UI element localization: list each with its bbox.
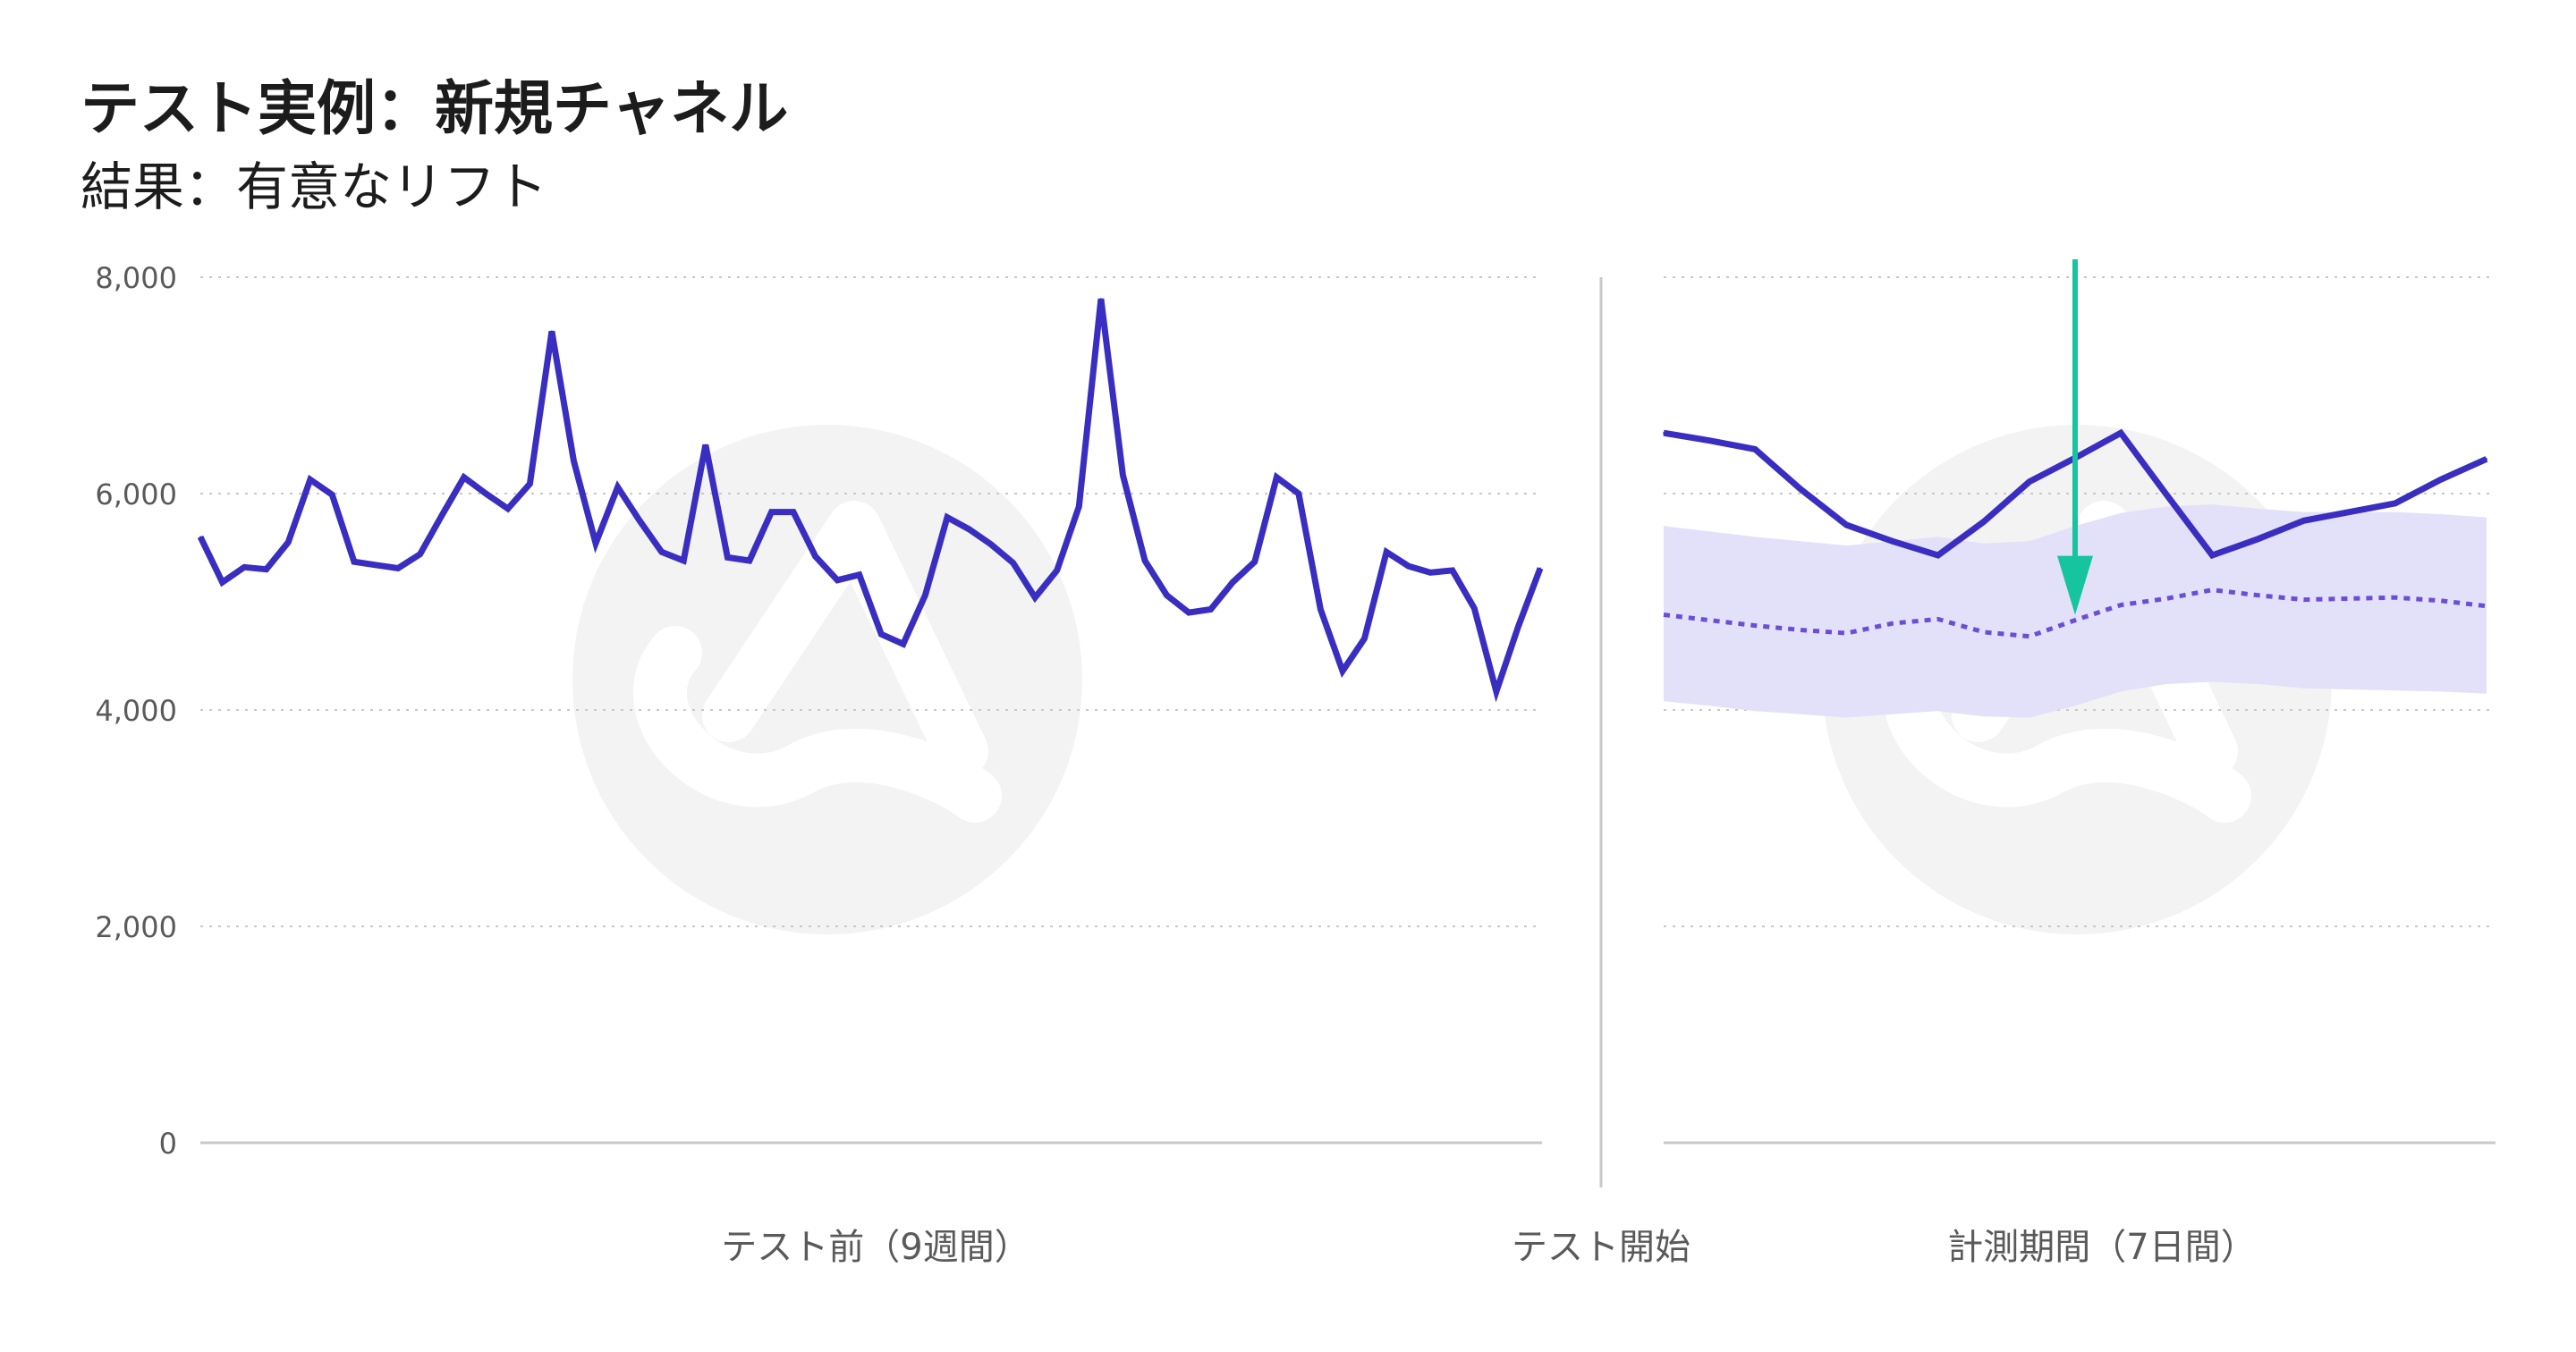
- pre-period-point: [287, 541, 290, 544]
- pre-period-point: [1429, 571, 1432, 574]
- pre-period-point: [243, 566, 246, 569]
- pre-period-point: [726, 556, 729, 559]
- post-period-point: [2348, 511, 2351, 513]
- pre-period-point: [1297, 493, 1300, 494]
- pre-period-point: [792, 511, 795, 513]
- post-period-point: [2028, 480, 2030, 483]
- y-tick-label: 0: [159, 1127, 177, 1161]
- pre-period-point: [704, 444, 707, 446]
- pre-period-point: [770, 511, 773, 513]
- post-period-point: [2302, 520, 2305, 522]
- pre-period-point: [1253, 561, 1256, 563]
- pre-period-point: [1012, 562, 1014, 564]
- post-period-point: [1800, 488, 1802, 491]
- pre-period-point: [1165, 594, 1168, 596]
- pre-period-point: [1232, 581, 1234, 584]
- post-period-label: 計測期間（7日間）: [1947, 1227, 2256, 1268]
- pre-period-point: [1034, 596, 1037, 599]
- pre-period-point: [748, 560, 750, 562]
- pre-period-point: [1407, 565, 1410, 568]
- pre-period-point: [1539, 567, 1541, 570]
- pre-period-point: [1078, 505, 1080, 508]
- pre-period-point: [375, 563, 377, 566]
- post-period-point: [2486, 458, 2487, 461]
- pre-period-point: [639, 520, 641, 522]
- pre-period-point: [1319, 608, 1322, 611]
- pre-period-point: [1473, 607, 1476, 610]
- post-period-point: [1708, 439, 1711, 442]
- y-tick-label: 8,000: [95, 261, 177, 295]
- pre-period-point: [1099, 298, 1102, 300]
- pre-period-point: [265, 568, 267, 570]
- pre-period-point: [1188, 612, 1191, 614]
- pre-period-point: [309, 478, 311, 481]
- pre-period-point: [968, 528, 970, 530]
- pre-period-point: [902, 643, 904, 646]
- pre-period-point: [595, 542, 597, 545]
- pre-period-point: [1385, 551, 1388, 553]
- pre-period-point: [682, 560, 685, 562]
- pre-period-point: [1055, 569, 1058, 571]
- forecast-line: [1663, 587, 2487, 639]
- pre-period-label: テスト前（9週間）: [721, 1227, 1030, 1268]
- pre-period-point: [858, 573, 860, 576]
- post-period-point: [1845, 524, 1848, 527]
- pre-period-point: [441, 514, 444, 517]
- post-period-point: [2257, 537, 2259, 540]
- pre-period-point: [572, 460, 575, 462]
- test-start-label: テスト開始: [1512, 1227, 1690, 1268]
- post-period-point: [2439, 478, 2442, 481]
- pre-period-point: [836, 579, 839, 581]
- pre-period-point: [1275, 476, 1278, 478]
- pre-period-point: [1451, 569, 1453, 571]
- post-period-point: [1754, 448, 1757, 451]
- pre-period-point: [1209, 608, 1212, 611]
- pre-period-point: [1122, 474, 1124, 477]
- post-period-point: [2211, 553, 2214, 556]
- post-period-point: [1891, 540, 1894, 543]
- pre-period-point: [880, 633, 883, 636]
- post-period-point: [1936, 553, 1939, 556]
- pre-period-point: [199, 536, 201, 538]
- pre-period-point: [550, 330, 553, 333]
- pre-period-point: [990, 543, 993, 545]
- post-period-point: [2120, 432, 2123, 435]
- arrow-down-icon: [2057, 259, 2093, 615]
- post-period-point: [1982, 520, 1985, 523]
- pre-period-point: [529, 483, 531, 486]
- y-tick-label: 4,000: [95, 694, 177, 728]
- pre-period-point: [485, 493, 487, 494]
- y-tick-label: 6,000: [95, 477, 177, 511]
- pre-period-point: [660, 551, 663, 553]
- chart-subtitle: 結果：有意なリフト: [80, 156, 548, 217]
- post-period-point: [1663, 432, 1665, 435]
- pre-period-point: [419, 553, 421, 555]
- pre-period-point: [331, 494, 334, 496]
- pre-period-point: [1517, 625, 1520, 628]
- pre-period-line: [197, 298, 1544, 703]
- pre-period-point: [814, 555, 817, 558]
- post-period-point: [2394, 502, 2396, 504]
- pre-period-point: [1143, 560, 1146, 562]
- pre-period-point: [945, 516, 948, 519]
- pre-period-point: [462, 476, 465, 478]
- pre-period-point: [397, 567, 400, 570]
- pre-period-point: [1363, 638, 1366, 640]
- chart-title: テスト実例：新規チャネル: [80, 74, 789, 143]
- post-period-point: [2165, 494, 2168, 496]
- pre-period-point: [924, 594, 927, 596]
- pre-period-point: [352, 561, 355, 563]
- logo-watermark-icon: [572, 425, 1082, 934]
- pre-period-point: [1495, 690, 1497, 693]
- pre-period-point: [1341, 670, 1343, 672]
- y-tick-label: 2,000: [95, 910, 177, 944]
- pre-period-point: [221, 581, 224, 584]
- pre-period-point: [506, 507, 509, 510]
- pre-period-point: [616, 486, 619, 488]
